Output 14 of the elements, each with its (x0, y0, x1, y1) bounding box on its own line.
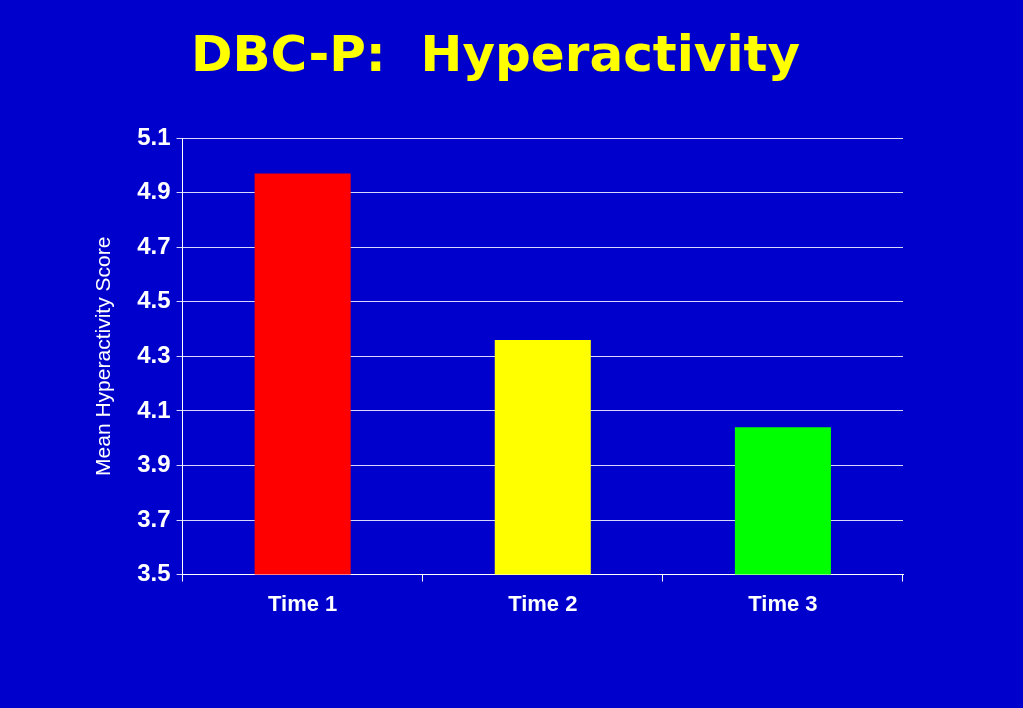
y-tick-label: 3.9 (137, 450, 171, 478)
y-tick-label: 4.3 (137, 340, 171, 368)
y-tick-label: 5.1 (137, 122, 171, 150)
y-tick-label: 3.7 (137, 504, 171, 532)
x-tick-label: Time 2 (508, 590, 578, 616)
y-tick-label: 4.9 (137, 177, 171, 205)
chart-title: DBC-P: Hyperactivity (190, 24, 801, 83)
y-axis-title: Mean Hyperactivity Score (91, 236, 115, 476)
y-tick-label: 4.1 (137, 395, 171, 423)
x-tick-label: Time 1 (267, 590, 338, 616)
y-tick-label: 4.5 (137, 286, 171, 314)
y-tick-label: 3.5 (137, 559, 171, 587)
y-tick-label: 4.7 (137, 231, 171, 259)
x-tick-label: Time 3 (748, 590, 818, 616)
